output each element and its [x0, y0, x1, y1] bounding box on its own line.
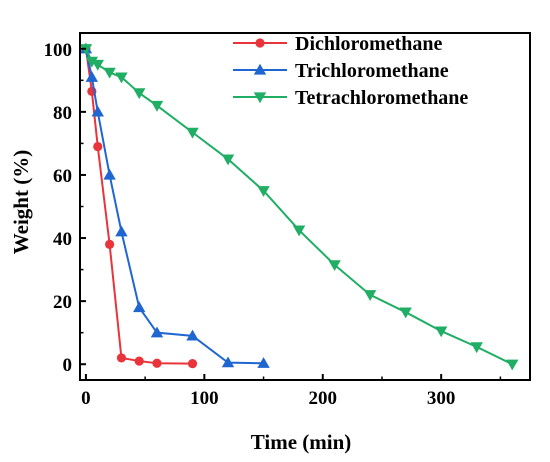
data-point: [115, 225, 128, 237]
data-point: [187, 358, 198, 369]
data-point: [103, 67, 116, 79]
x-tick-label: 100: [190, 388, 219, 409]
data-point: [103, 168, 116, 180]
data-point: [133, 88, 146, 100]
axes-layer: 0 100 200 300 0 20 40 60 80 100: [44, 32, 531, 409]
x-axis-title: Time (min): [251, 430, 352, 454]
data-point: [292, 225, 306, 237]
legend-marker: [253, 92, 267, 104]
y-axis-title: Weight (%): [9, 150, 33, 254]
data-point: [186, 329, 199, 341]
data-point: [328, 260, 341, 272]
legend-label: Dichloromethane: [295, 33, 443, 55]
plot-frame: [79, 32, 531, 381]
data-point: [363, 290, 377, 302]
data-point: [506, 359, 519, 371]
data-point: [257, 357, 270, 368]
data-point: [152, 358, 162, 368]
series-1: [81, 44, 198, 369]
legend-marker: [255, 38, 265, 48]
y-tick-label: 20: [53, 292, 72, 313]
y-tick-label: 80: [53, 103, 72, 124]
data-point: [91, 59, 104, 71]
data-point: [399, 307, 412, 319]
series-3: [79, 44, 519, 371]
data-point: [150, 326, 164, 338]
data-point: [186, 127, 199, 139]
legend-entry-3: Tetrachloromethane: [233, 87, 468, 109]
data-point: [91, 105, 104, 117]
x-tick-label: 0: [81, 388, 91, 409]
legend: Dichloromethane Trichloromethane Tetrachlo…: [233, 33, 468, 109]
series-line-2: [84, 48, 264, 365]
legend-marker: [253, 63, 267, 75]
data-point: [105, 239, 115, 249]
data-point: [150, 100, 164, 112]
data-point: [434, 326, 448, 338]
y-tick-label: 40: [53, 229, 72, 250]
data-point: [85, 56, 99, 68]
data-point: [221, 154, 235, 166]
legend-entry-1: Dichloromethane: [233, 33, 443, 55]
data-point: [116, 353, 127, 363]
data-point: [85, 70, 99, 82]
x-tick-label: 300: [427, 388, 456, 409]
legend-label: Tetrachloromethane: [295, 87, 468, 109]
data-point: [133, 301, 146, 313]
series-2: [79, 42, 270, 368]
data-point: [134, 356, 144, 366]
y-tick-label: 60: [53, 166, 72, 187]
x-tick-label: 200: [309, 388, 338, 409]
data-point: [470, 342, 483, 354]
data-point: [115, 72, 128, 84]
legend-label: Trichloromethane: [295, 60, 449, 82]
legend-entry-2: Trichloromethane: [233, 60, 449, 82]
data-point: [221, 356, 235, 368]
data-point: [257, 186, 270, 197]
y-tick-label: 100: [44, 40, 73, 61]
data-point: [93, 141, 103, 152]
series-layer: [79, 42, 519, 371]
y-tick-label: 0: [63, 355, 73, 376]
